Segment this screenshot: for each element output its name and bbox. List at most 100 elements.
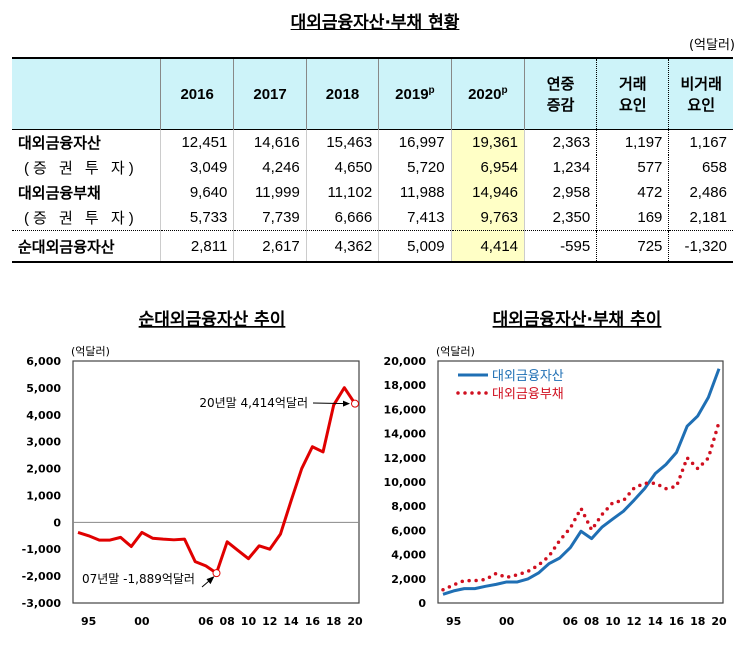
x-tick-label: 12: [626, 615, 641, 628]
table-cell: 4,362: [305, 230, 379, 262]
series-line-1: [441, 420, 721, 592]
table-cell: 16,997: [378, 129, 452, 155]
table-cell: 9,640: [159, 180, 234, 205]
chart-title: 대외금융자산·부채 추이: [493, 310, 662, 330]
preliminary-mark: p: [501, 85, 508, 96]
annotation-arrow: [312, 402, 348, 405]
y-tick-label: 20,000: [384, 355, 427, 368]
table-cell: 2,181: [668, 205, 733, 231]
x-tick-label: 12: [262, 615, 277, 628]
table-cell: 2,811: [159, 230, 234, 262]
table-row: (증 권 투 자) 5,733 7,739 6,666 7,413 9,763 2,350 1…: [12, 205, 733, 231]
header-label: 2018: [325, 85, 360, 103]
table-cell: 3,049: [159, 155, 234, 180]
table-cell: 725: [596, 230, 669, 262]
y-tick-label: 6,000: [391, 524, 426, 537]
plot-area: [437, 360, 724, 604]
header-cell: 거래 요인: [596, 57, 669, 130]
table-cell: 12,451: [159, 129, 234, 155]
x-tick-label: 10: [241, 615, 257, 628]
x-tick-label: 18: [690, 615, 705, 628]
chart-title: 순대외금융자산 추이: [139, 310, 286, 330]
table-cell: -595: [524, 230, 597, 262]
table-cell: 5,733: [159, 205, 234, 231]
header-cell: 비거래 요인: [668, 57, 733, 130]
x-tick-label: 95: [446, 615, 461, 628]
highlight-marker: [212, 569, 221, 578]
x-tick-label: 00: [499, 615, 515, 628]
header-cell: 2019p: [378, 58, 452, 130]
y-tick-label: 0: [418, 597, 426, 610]
header-cell: 2020p: [450, 58, 525, 130]
table-cell: 2,486: [668, 180, 733, 205]
y-axis-unit: (억달러): [71, 345, 110, 358]
arrow-head: [206, 576, 215, 585]
header-label: 2019: [395, 86, 429, 103]
header-label: 2020: [468, 86, 502, 103]
table-cell: 169: [596, 205, 669, 231]
series-line-0: [77, 386, 357, 575]
x-tick-label: 20: [711, 615, 727, 628]
header-cell: 연중 증감: [524, 58, 597, 130]
y-tick-label: 14,000: [384, 428, 427, 441]
table-cell: 4,246: [233, 155, 307, 180]
header-cell: 2016: [159, 58, 234, 130]
x-tick-label: 16: [305, 615, 321, 628]
table-cell: 5,009: [378, 230, 452, 262]
y-tick-label: 1,000: [26, 489, 61, 502]
table-cell: 2,363: [524, 129, 597, 155]
table-cell: 1,234: [524, 155, 597, 180]
table-cell: 4,650: [305, 155, 379, 180]
table-cell: 1,167: [668, 129, 733, 155]
legend-label-assets: 대외금융자산: [492, 369, 564, 384]
table-cell: 9,763: [450, 205, 525, 231]
header-label: 2016: [180, 85, 214, 103]
table-cell: 5,720: [378, 155, 452, 180]
table-cell: 2,350: [524, 205, 597, 231]
table-row: 대외금융부채 9,640 11,999 11,102 11,988 14,946 2,958…: [12, 180, 733, 205]
header-label: 거래 요인: [618, 76, 647, 114]
y-tick-label: -3,000: [22, 597, 62, 610]
header-cell: [12, 58, 161, 130]
header-cell: 2017: [233, 58, 307, 130]
y-tick-label: 2,000: [26, 463, 61, 476]
table-cell: 15,463: [305, 129, 379, 155]
x-tick-label: 08: [584, 615, 599, 628]
table-cell: 7,413: [378, 205, 452, 231]
y-tick-label: 10,000: [384, 476, 427, 489]
row-label: 순대외금융자산: [18, 238, 115, 256]
table-cell: 2,617: [233, 230, 307, 262]
y-tick-label: 3,000: [26, 436, 61, 449]
preliminary-mark: p: [428, 85, 435, 96]
table-unit: (억달러): [688, 38, 735, 53]
row-label: (증 권 투 자): [24, 160, 138, 177]
x-tick-label: 18: [326, 615, 341, 628]
x-tick-label: 06: [198, 615, 214, 628]
table-cell: -1,320: [668, 230, 733, 262]
net-assets-chart: 순대외금융자산 추이 (억달러) 6,000 5,000 4,000 3,000 2,000…: [22, 310, 363, 628]
annotation-label: 20년말 4,414억달러: [199, 396, 308, 410]
table-cell: 6,666: [305, 205, 379, 231]
table-cell: 1,197: [596, 129, 669, 155]
table-row: 순대외금융자산 2,811 2,617 4,362 5,009 4,414 -595 725-…: [12, 230, 733, 262]
table-cell: 11,988: [378, 180, 452, 205]
table-cell: 472: [596, 180, 669, 205]
y-tick-label: 6,000: [26, 355, 61, 368]
arrow-head: [343, 400, 350, 407]
table-cell: 7,739: [233, 205, 307, 231]
y-tick-label: 8,000: [391, 500, 426, 513]
y-tick-label: 12,000: [384, 452, 427, 465]
x-tick-label: 00: [134, 615, 150, 628]
x-tick-label: 06: [563, 615, 579, 628]
x-tick-label: 10: [605, 615, 621, 628]
row-label: 대외금융자산: [18, 135, 101, 152]
table-cell: 4,414: [450, 230, 525, 262]
highlight-marker: [351, 399, 359, 408]
table-cell: 6,954: [450, 155, 525, 180]
table-row: (증 권 투 자) 3,049 4,246 4,650 5,720 6,954 1,234 5…: [12, 155, 733, 180]
y-tick-label: 5,000: [26, 382, 61, 395]
annotation-label: 07년말 -1,889억달러: [82, 572, 195, 586]
table-cell: 658: [668, 155, 733, 180]
y-tick-label: -1,000: [22, 543, 62, 556]
